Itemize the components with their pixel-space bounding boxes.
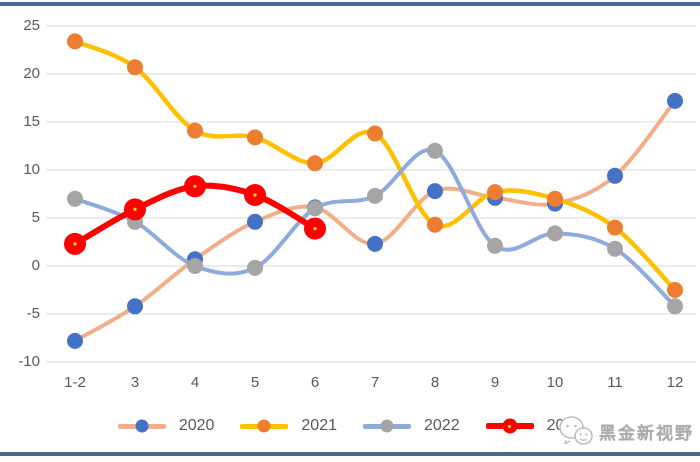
legend-marker-2020 [135,419,149,433]
legend-label-2022: 2022 [424,417,460,434]
x-tick-label-4: 4 [190,374,200,391]
x-tick-label-3: 3 [130,374,140,391]
top-divider-bar [0,2,700,6]
data-point-2022-6 [307,200,323,217]
y-tick-label--10: -10 [18,353,40,370]
legend-line-swatch-2020 [117,419,166,433]
data-point-2022-12 [667,298,683,315]
data-point-2021-1-2 [67,33,83,50]
data-point-2022-7 [367,187,383,204]
legend-label-2023: 2023 [546,417,583,434]
data-point-center-2023-4 [193,184,197,188]
data-point-2021-8 [427,216,443,233]
data-point-2020-11 [607,167,623,184]
x-tick-label-6: 6 [310,374,320,391]
legend-label-2021: 2021 [301,417,337,434]
data-point-2021-6 [307,155,323,172]
data-point-center-2023-6 [313,227,317,231]
x-tick-label-7: 7 [370,374,380,391]
legend-item-2021: 2021 [240,417,337,435]
y-tick-label-10: 10 [23,161,40,178]
legend-marker-center-2023 [508,424,512,428]
data-point-center-2023-5 [253,193,257,197]
y-tick-label-15: 15 [23,113,40,130]
legend-marker-2023 [502,418,518,434]
legend-item-2023: 2023 [485,417,583,435]
data-point-2021-9 [487,184,503,201]
data-point-2021-5 [247,129,263,146]
x-tick-label-8: 8 [430,374,440,391]
x-tick-label-12: 12 [666,374,684,391]
data-point-2022-10 [547,225,563,242]
data-point-center-2023-1-2 [73,242,77,246]
legend-item-2022: 2022 [363,417,460,435]
x-tick-label-9: 9 [490,374,500,391]
data-point-2021-7 [367,125,383,142]
data-point-2021-4 [187,122,203,139]
x-tick-label-5: 5 [250,374,260,391]
chart-legend: 2020 2021 2022 2023 [0,412,700,440]
x-tick-label-10: 10 [546,374,564,391]
data-point-2020-8 [427,183,443,200]
data-point-2020-1-2 [67,332,83,349]
legend-marker-2021 [257,419,271,433]
y-tick-label-5: 5 [31,209,40,226]
legend-label-2020: 2020 [178,417,215,434]
legend-line-swatch-2021 [240,419,289,433]
data-point-2021-10 [547,190,563,207]
legend-line-swatch-2023 [485,418,534,434]
legend-line-swatch-2022 [363,419,411,433]
series-line-2021 [72,39,678,293]
legend-marker-2022 [380,419,394,433]
data-point-2022-11 [607,240,623,257]
data-point-2020-5 [247,213,263,230]
data-point-2022-1-2 [67,190,83,207]
data-point-center-2023-3 [133,207,137,211]
data-point-2021-3 [127,59,143,76]
y-tick-label--5: -5 [26,305,40,322]
x-tick-label-1-2: 1-2 [64,374,86,391]
data-point-2021-11 [607,219,623,236]
data-point-2022-8 [427,142,443,159]
y-tick-label-0: 0 [31,257,40,274]
bottom-divider-bar [0,452,700,456]
y-tick-label-20: 20 [23,65,40,82]
data-point-2020-12 [667,92,683,109]
y-tick-label-25: 25 [23,17,40,34]
data-point-2020-7 [367,235,383,252]
x-tick-label-11: 11 [607,374,623,391]
data-point-2022-5 [247,259,263,276]
data-point-2022-9 [487,237,503,254]
legend-item-2020: 2020 [117,417,215,435]
data-point-2022-4 [187,258,203,274]
data-point-2020-3 [127,298,143,315]
data-point-2021-12 [667,282,683,298]
